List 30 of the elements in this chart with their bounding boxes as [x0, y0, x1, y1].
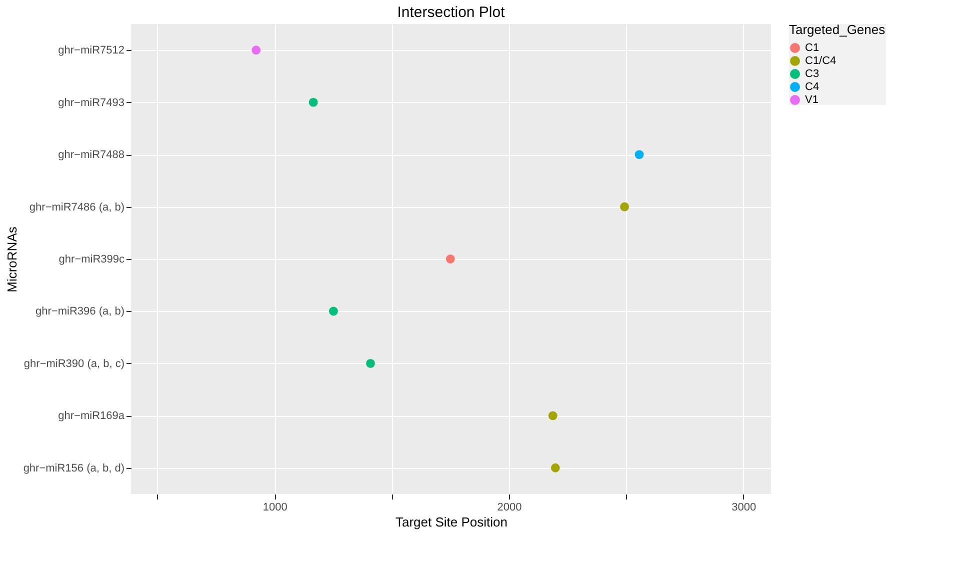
point — [366, 358, 375, 368]
y-tick-label: ghr−miR399c — [58, 254, 125, 266]
x-tick-label: 1000 — [262, 502, 288, 514]
y-tick-label: ghr−miR169a — [58, 410, 126, 422]
legend-label: C3 — [805, 68, 820, 80]
point — [446, 254, 455, 264]
y-axis-title: MicroRNAs — [4, 226, 20, 292]
y-tick-label: ghr−miR156 (a, b, d) — [23, 462, 124, 474]
point — [308, 98, 318, 107]
legend-label: C1/C4 — [805, 55, 836, 67]
point — [634, 150, 644, 160]
y-tick-label: ghr−miR390 (a, b, c) — [24, 358, 124, 370]
legend-label: C4 — [805, 81, 820, 93]
y-tick-label: ghr−miR7493 — [58, 96, 124, 109]
y-tick-label: ghr−miR7512 — [58, 44, 124, 57]
legend-title: Targeted_Genes — [789, 22, 886, 37]
y-tick-label: ghr−miR7486 (a, b) — [29, 201, 124, 214]
y-tick-label: ghr−miR396 (a, b) — [36, 306, 124, 318]
point — [550, 463, 560, 472]
x-tick-label: 2000 — [497, 502, 522, 514]
point — [329, 306, 338, 316]
point — [620, 202, 630, 212]
x-axis-title: Target Site Position — [395, 514, 508, 530]
point — [548, 411, 558, 420]
legend-label: V1 — [805, 94, 818, 106]
point — [252, 46, 261, 55]
y-tick-label: ghr−miR7488 — [58, 149, 124, 162]
x-tick-label: 3000 — [732, 502, 756, 514]
legend-label: C1 — [805, 42, 820, 54]
chart-title: Intersection Plot — [397, 4, 506, 21]
